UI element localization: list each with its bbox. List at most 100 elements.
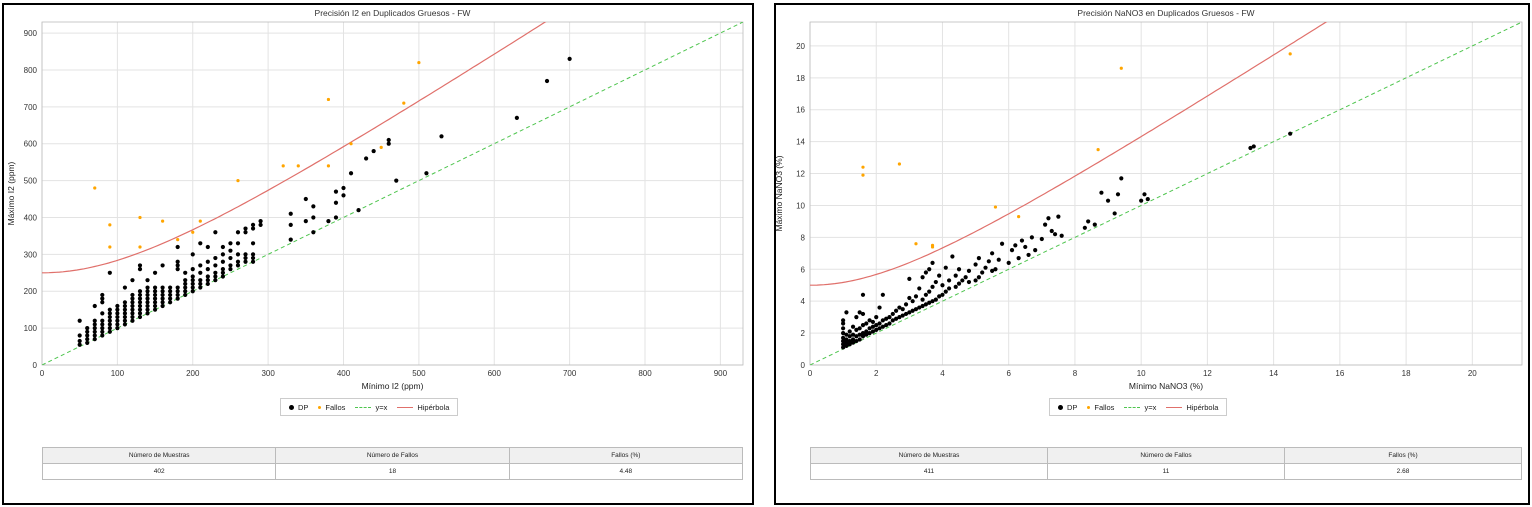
dp-point	[137, 314, 143, 320]
fallo-point	[993, 205, 998, 209]
dp-point	[386, 137, 391, 143]
dp-point	[910, 299, 915, 304]
dp-point	[220, 259, 226, 264]
dp-point	[220, 244, 226, 250]
dp-point	[870, 329, 876, 334]
dp-point	[137, 300, 143, 305]
fallo-point	[281, 164, 285, 168]
y-tick-label: 6	[801, 265, 806, 274]
dp-point	[937, 294, 942, 299]
fallo-point	[191, 230, 195, 234]
x-tick-label: 300	[261, 369, 275, 378]
legend-label-dp: DP	[298, 402, 309, 412]
dp-point	[850, 332, 856, 337]
dp-point	[137, 311, 143, 316]
dp-point	[841, 318, 846, 323]
dp-point	[190, 252, 195, 257]
stats-header-fallos: Número de Fallos	[275, 447, 510, 464]
dp-point	[348, 171, 354, 176]
dp-point	[983, 265, 988, 270]
dp-point	[937, 273, 942, 278]
dp-point	[235, 252, 241, 257]
dp-point	[943, 265, 948, 270]
dp-point	[122, 285, 128, 290]
x-axis-label: Mínimo NaNO3 (%)	[1129, 381, 1203, 391]
dp-point	[920, 275, 925, 280]
dp-point	[946, 278, 952, 283]
dp-point	[913, 294, 919, 299]
dp-point	[860, 292, 866, 297]
dp-point	[107, 322, 112, 327]
legend-label-fallos: Fallos	[325, 402, 346, 412]
dp-point	[303, 196, 308, 202]
dp-point	[870, 324, 876, 329]
y-tick-label: 300	[24, 250, 38, 259]
legend-item-fallos: Fallos	[318, 403, 345, 412]
legend-item-dp: DP	[1058, 403, 1077, 412]
dp-point	[894, 316, 899, 321]
x-tick-label: 500	[412, 369, 426, 378]
dp-point	[850, 340, 856, 345]
dp-point	[137, 303, 143, 309]
dp-point	[890, 318, 895, 323]
fallo-point	[108, 223, 112, 227]
dp-point	[544, 78, 550, 84]
dp-point	[288, 222, 293, 227]
dp-point	[220, 267, 226, 272]
dp-point	[100, 322, 105, 327]
dp-point	[130, 307, 135, 312]
dp-point	[874, 327, 879, 333]
dp-point	[190, 274, 195, 279]
fallo-point	[236, 178, 240, 183]
dp-point	[100, 296, 105, 301]
dp-point	[107, 329, 112, 334]
x-tick-label: 0	[808, 369, 813, 378]
dp-point	[1056, 214, 1061, 219]
dp-point	[386, 141, 391, 146]
x-tick-label: 700	[563, 369, 577, 378]
dp-point	[364, 156, 369, 161]
y-tick-label: 2	[801, 329, 806, 338]
dp-point	[92, 326, 97, 331]
stats-header-porcentaje: Fallos (%)	[508, 447, 744, 464]
dp-point	[235, 259, 241, 264]
dp-point	[940, 283, 945, 288]
dp-point	[903, 302, 909, 307]
dp-point	[864, 332, 869, 337]
dp-point	[860, 311, 866, 317]
dp-point	[85, 329, 90, 334]
dp-point	[145, 311, 150, 316]
dp-point	[854, 315, 859, 320]
fallo-point	[402, 101, 406, 105]
x-tick-label: 0	[40, 369, 45, 378]
fallo-point	[1017, 215, 1021, 219]
dp-point	[198, 270, 203, 275]
scatter-plot-i2: 0 100 200 300 400 500 600 700 800 900 0 100 200 300 40…	[6, 8, 744, 391]
stats-header-row: Número de Muestras Número de Fallos Fall…	[810, 447, 1522, 464]
dp-point	[956, 267, 962, 272]
dp-point	[341, 193, 346, 198]
dp-point	[930, 284, 935, 289]
dp-point	[100, 292, 105, 298]
dp-point	[243, 230, 248, 235]
dp-point	[145, 303, 150, 309]
x-tick-label: 14	[1269, 369, 1278, 378]
x-tick-label: 200	[186, 369, 200, 378]
chart-title: Precisión NaNO3 en Duplicados Gruesos - …	[1077, 8, 1254, 18]
dp-point	[228, 267, 233, 272]
dp-point	[85, 333, 90, 338]
dp-point	[175, 296, 180, 301]
dp-point	[860, 323, 866, 328]
dp-point	[999, 241, 1005, 246]
y-axis-label: Máximo I2 (ppm)	[6, 161, 16, 225]
dp-point	[190, 285, 195, 290]
dp-point	[258, 222, 263, 227]
reference-lines	[810, 22, 1522, 365]
dp-point	[250, 255, 256, 261]
dp-point	[100, 311, 105, 316]
dp-point	[205, 278, 210, 283]
yx-line-icon	[355, 406, 372, 408]
dp-point	[956, 281, 962, 286]
dp-point	[175, 263, 180, 268]
dp-point	[973, 262, 978, 267]
